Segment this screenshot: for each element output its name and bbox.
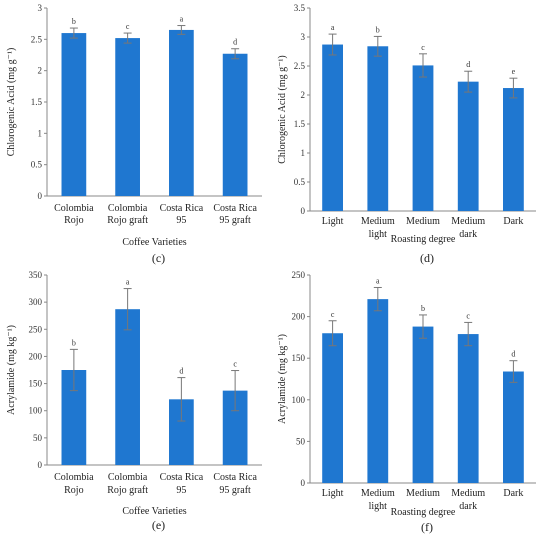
bar bbox=[367, 46, 389, 211]
category-label: Medium bbox=[406, 216, 440, 227]
y-tick-label: 0 bbox=[301, 206, 306, 216]
y-tick-label: 1 bbox=[38, 128, 43, 138]
significance-letter: b bbox=[421, 304, 425, 313]
bar bbox=[115, 38, 140, 196]
y-tick-label: 0.5 bbox=[31, 160, 43, 170]
y-tick-label: 2 bbox=[301, 90, 306, 100]
y-tick-label: 350 bbox=[29, 270, 43, 280]
significance-letter: c bbox=[126, 22, 130, 31]
y-tick-label: 3 bbox=[38, 3, 43, 13]
y-axis-title: Chlorogenic Acid (mg g⁻¹) bbox=[277, 55, 288, 164]
bar bbox=[367, 299, 389, 483]
y-axis-title: Acrylamide (mg kg⁻¹) bbox=[6, 325, 17, 415]
y-tick-label: 2.5 bbox=[31, 34, 43, 44]
y-tick-label: 3.5 bbox=[294, 3, 306, 13]
y-tick-label: 100 bbox=[292, 395, 306, 405]
bar bbox=[115, 309, 140, 465]
y-tick-label: 3 bbox=[301, 32, 306, 42]
x-axis-title: Roasting degree bbox=[391, 234, 456, 245]
significance-letter: a bbox=[376, 276, 380, 285]
significance-letter: c bbox=[421, 43, 425, 52]
y-tick-label: 50 bbox=[296, 436, 306, 446]
bar bbox=[503, 371, 524, 483]
panel-label: (f) bbox=[421, 520, 433, 534]
chart-panel-3: 0 50 100 150 200 250 c Light a Medium light b Medium… bbox=[277, 270, 536, 534]
y-tick-label: 0 bbox=[301, 478, 306, 488]
y-tick-label: 2.5 bbox=[294, 61, 306, 71]
category-label: Light bbox=[322, 488, 344, 499]
bar bbox=[457, 81, 479, 211]
panel-label: (d) bbox=[420, 251, 434, 265]
y-tick-label: 250 bbox=[29, 324, 43, 334]
category-label: Costa Rica 95 bbox=[160, 203, 204, 226]
y-tick-label: 300 bbox=[29, 297, 43, 307]
y-tick-label: 1 bbox=[301, 148, 306, 158]
category-label: Medium dark bbox=[451, 216, 485, 240]
category-label: Costa Rica 95 graft bbox=[213, 472, 257, 496]
category-label: Dark bbox=[503, 216, 523, 227]
category-label: Colombia Rojo bbox=[54, 203, 94, 226]
category-label: Colombia Rojo graft bbox=[107, 472, 148, 496]
bar bbox=[169, 29, 194, 196]
y-tick-label: 50 bbox=[33, 433, 43, 443]
x-axis-title: Coffee Varieties bbox=[122, 237, 186, 248]
category-label: Medium dark bbox=[451, 488, 485, 512]
panel-label: (c) bbox=[152, 251, 165, 265]
significance-letter: e bbox=[512, 67, 516, 76]
significance-letter: d bbox=[233, 38, 237, 47]
panel-label: (e) bbox=[152, 518, 165, 532]
significance-letter: d bbox=[466, 60, 470, 69]
bar bbox=[61, 33, 87, 196]
significance-letter: d bbox=[511, 350, 515, 359]
y-tick-label: 150 bbox=[292, 353, 306, 363]
category-label: Costa Rica 95 graft bbox=[213, 203, 257, 226]
category-label: Colombia Rojo graft bbox=[107, 203, 148, 226]
significance-letter: a bbox=[126, 278, 130, 287]
y-tick-label: 0.5 bbox=[294, 177, 306, 187]
significance-letter: c bbox=[466, 311, 470, 320]
bar bbox=[412, 65, 434, 211]
significance-letter: c bbox=[331, 310, 335, 319]
significance-letter: a bbox=[180, 15, 184, 24]
category-label: Medium bbox=[406, 488, 440, 499]
y-tick-label: 2 bbox=[38, 66, 43, 76]
y-tick-label: 0 bbox=[38, 460, 43, 470]
bar bbox=[457, 334, 479, 483]
significance-letter: a bbox=[331, 23, 335, 32]
y-tick-label: 1.5 bbox=[294, 119, 306, 129]
y-tick-label: 200 bbox=[292, 312, 306, 322]
x-axis-title: Coffee Varieties bbox=[122, 506, 186, 517]
y-tick-label: 250 bbox=[292, 270, 306, 280]
chart-panel-0: 0 0.5 1 1.5 2 2.5 3 b Colombia Rojo c Colombia Rojo … bbox=[6, 3, 262, 265]
chart-panel-1: 0 0.5 1 1.5 2 2.5 3 3.5 a Light b Medium light c Mediu… bbox=[277, 3, 536, 265]
category-label: Colombia Rojo bbox=[54, 472, 94, 496]
significance-letter: b bbox=[376, 25, 380, 34]
y-tick-label: 0 bbox=[38, 191, 43, 201]
bar bbox=[503, 88, 524, 211]
y-tick-label: 1.5 bbox=[31, 97, 43, 107]
significance-letter: b bbox=[72, 338, 76, 347]
y-axis-title: Acrylamide (mg kg⁻¹) bbox=[277, 334, 288, 424]
category-label: Dark bbox=[503, 488, 523, 499]
bar bbox=[322, 44, 343, 211]
y-tick-label: 200 bbox=[29, 351, 43, 361]
significance-letter: b bbox=[72, 17, 76, 26]
x-axis-title: Roasting degree bbox=[391, 507, 456, 518]
y-tick-label: 100 bbox=[29, 406, 43, 416]
category-label: Medium light bbox=[361, 488, 395, 512]
chart-panel-2: 0 50 100 150 200 250 300 350 b Colombia Rojo a Colom… bbox=[6, 270, 262, 532]
significance-letter: c bbox=[233, 360, 237, 369]
category-label: Costa Rica 95 bbox=[160, 472, 204, 496]
bar bbox=[222, 53, 248, 196]
y-tick-label: 150 bbox=[29, 379, 43, 389]
significance-letter: d bbox=[179, 367, 183, 376]
bar bbox=[412, 326, 434, 483]
category-label: Light bbox=[322, 216, 344, 227]
y-axis-title: Chlorogenic Acid (mg g⁻¹) bbox=[6, 48, 17, 157]
category-label: Medium light bbox=[361, 216, 395, 240]
bar bbox=[322, 333, 343, 483]
